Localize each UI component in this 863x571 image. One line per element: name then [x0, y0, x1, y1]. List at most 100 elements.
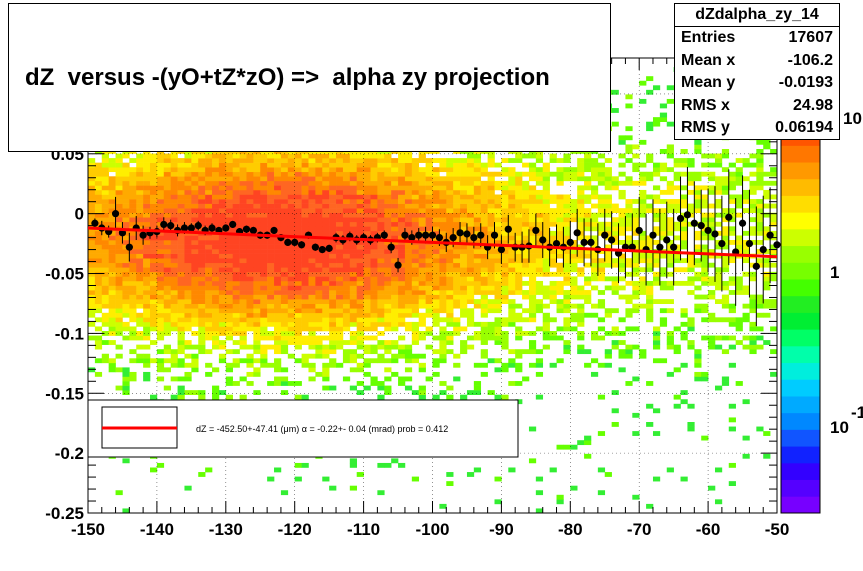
heatmap-cell [432, 299, 440, 304]
heatmap-cell [473, 240, 482, 245]
heatmap-cell [308, 185, 316, 191]
heatmap-cell [315, 312, 323, 318]
heatmap-cell [763, 249, 771, 254]
heatmap-cell [267, 317, 275, 323]
heatmap-cell [590, 276, 599, 282]
heatmap-cell [473, 280, 482, 286]
heatmap-cell [404, 230, 413, 236]
heatmap-cell [480, 180, 488, 186]
profile-point [663, 236, 671, 244]
heatmap-cell [274, 358, 282, 364]
heatmap-cell [198, 258, 206, 264]
heatmap-cell [590, 249, 599, 254]
heatmap-cell [170, 258, 178, 264]
heatmap-cell [177, 199, 185, 204]
heatmap-cell [384, 180, 392, 186]
heatmap-cell [425, 312, 433, 318]
heatmap-cell [460, 171, 468, 177]
heatmap-cell [398, 271, 406, 277]
heatmap-cell [177, 390, 185, 395]
heatmap-cell [191, 153, 199, 159]
heatmap-cell [150, 217, 158, 223]
heatmap-cell [694, 276, 702, 282]
heatmap-cell [439, 390, 447, 395]
heatmap-cell [225, 235, 233, 241]
heatmap-cell [294, 217, 302, 223]
heatmap-cell [418, 167, 426, 173]
heatmap-cell [708, 344, 716, 350]
heatmap-cell [563, 308, 571, 314]
heatmap-cell [411, 262, 420, 268]
heatmap-cell [225, 285, 233, 291]
heatmap-cell [646, 208, 654, 213]
heatmap-cell [398, 290, 406, 295]
heatmap-cell [301, 299, 309, 304]
heatmap-cell [336, 271, 344, 277]
heatmap-cell [143, 162, 151, 168]
heatmap-cell [287, 171, 295, 177]
heatmap-cell [404, 171, 413, 177]
heatmap-cell [666, 153, 674, 159]
heatmap-cell [556, 221, 564, 227]
heatmap-cell [163, 171, 171, 177]
heatmap-cell [639, 139, 647, 145]
heatmap-cell [721, 280, 730, 286]
heatmap-cell [528, 253, 537, 259]
heatmap-cell [94, 189, 103, 195]
profile-point [697, 222, 705, 230]
heatmap-cell [384, 312, 392, 318]
heatmap-cell [88, 212, 96, 218]
heatmap-cell [584, 280, 592, 286]
heatmap-cell [143, 153, 151, 159]
heatmap-cell [218, 235, 227, 241]
heatmap-cell [756, 167, 764, 173]
heatmap-cell [156, 312, 165, 318]
heatmap-cell [225, 208, 233, 213]
heatmap-cell [184, 326, 192, 332]
heatmap-cell [625, 344, 633, 350]
heatmap-cell [108, 285, 116, 291]
heatmap-cell [439, 230, 447, 236]
heatmap-cell [384, 385, 392, 391]
heatmap-cell [191, 235, 199, 241]
heatmap-cell [522, 262, 530, 268]
heatmap-cell [453, 262, 461, 268]
heatmap-cell [205, 276, 213, 282]
heatmap-cell [274, 285, 282, 291]
heatmap-cell [439, 353, 447, 359]
heatmap-cell [205, 253, 213, 259]
heatmap-cell [501, 294, 509, 300]
profile-point [311, 243, 319, 251]
heatmap-cell [274, 467, 282, 473]
heatmap-cell [439, 258, 447, 264]
heatmap-cell [584, 312, 592, 318]
heatmap-cell [687, 280, 695, 286]
heatmap-cell [604, 244, 612, 250]
heatmap-cell [308, 344, 316, 350]
heatmap-cell [480, 167, 488, 173]
heatmap-cell [494, 262, 502, 268]
heatmap-cell [384, 340, 392, 345]
heatmap-cell [315, 258, 323, 264]
heatmap-cell [749, 326, 757, 332]
heatmap-cell [453, 185, 461, 191]
heatmap-cell [577, 208, 585, 213]
heatmap-cell [94, 358, 103, 364]
heatmap-cell [198, 194, 206, 200]
heatmap-cell [115, 189, 123, 195]
heatmap-cell [391, 258, 399, 264]
heatmap-cell [363, 230, 371, 236]
heatmap-cell [473, 171, 482, 177]
heatmap-cell [556, 299, 564, 304]
heatmap-cell [198, 208, 206, 213]
heatmap-cell [184, 194, 192, 200]
heatmap-cell [577, 194, 585, 200]
heatmap-cell [680, 399, 688, 405]
heatmap-cell [246, 321, 254, 327]
heatmap-cell [108, 180, 116, 186]
heatmap-cell [425, 326, 433, 332]
fit-line [87, 226, 778, 259]
heatmap-cell [749, 349, 757, 355]
heatmap-cell [198, 312, 206, 318]
heatmap-cell [418, 199, 426, 204]
